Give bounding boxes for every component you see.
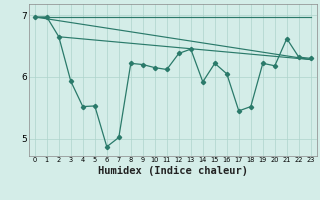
X-axis label: Humidex (Indice chaleur): Humidex (Indice chaleur)	[98, 166, 248, 176]
